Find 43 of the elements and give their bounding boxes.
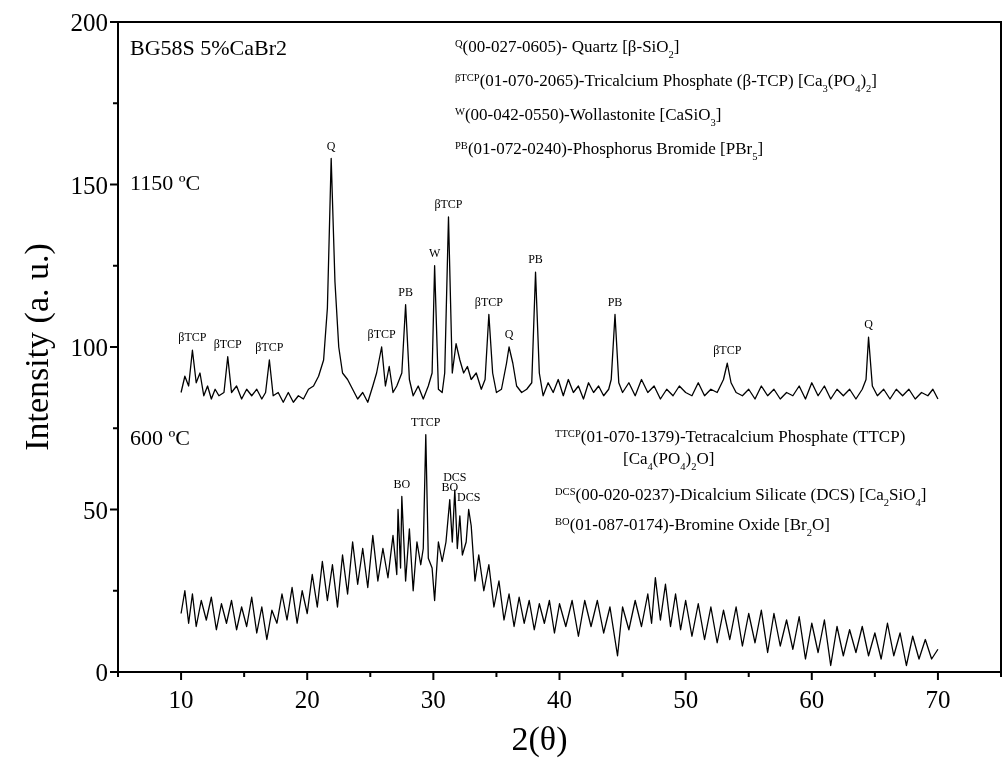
annotation: Q (504, 327, 514, 341)
x-tick-label: 50 (673, 686, 699, 713)
y-tick-label: 0 (95, 659, 108, 686)
annotation: Q (864, 317, 874, 332)
annotation: $^{W}$(00-042-0550)-Wollastonite [CaSiO$_{3}$] (455, 105, 722, 128)
y-tick-label: 50 (83, 496, 108, 524)
annotation: BG58S 5%CaBr2 (130, 35, 288, 60)
y-axis-title: Intensity (a. u.) (18, 243, 56, 451)
annotation: βTCP (713, 343, 742, 358)
annotation: DCS (443, 470, 467, 484)
annotation: PB (528, 252, 543, 267)
x-tick-label: 30 (420, 686, 446, 713)
annotation: $^{DCS}$(00-020-0237)-Dicalcium Silicate (DCS) [Ca$_{2}$SiO$_{4}$] (555, 485, 927, 508)
x-tick-label: 60 (799, 686, 825, 713)
annotation: BO (393, 476, 411, 491)
y-tick-label: 200 (70, 9, 108, 36)
annotation: DCS (457, 489, 481, 504)
annotation: βTCP (213, 336, 243, 351)
annotation: 600 ºC (130, 425, 190, 450)
annotation: W (428, 245, 441, 260)
x-tick-label: 70 (925, 686, 951, 713)
x-tick-label: 20 (294, 686, 320, 713)
annotation: $^{BO}$(01-087-0174)-Bromine Oxide [Br$_{2}$O] (555, 515, 830, 538)
annotation: Q (326, 138, 336, 153)
annotation: $^{PB}$(01-072-0240)-Phosphorus Bromide [PBr$_{5}$] (455, 139, 764, 162)
annotation: βTCP (367, 327, 397, 341)
annotation: βTCP (434, 197, 463, 211)
annotation: PB (607, 294, 623, 309)
annotation: $^{Q}$(00-027-0605)- Quartz [β-SiO$_{2}$] (455, 37, 680, 60)
annotation: PB (398, 284, 413, 299)
annotation: $^{TTCP}$(01-070-1379)-Tetracalcium Phosphate (TTCP) (555, 427, 906, 446)
x-axis-title: 2(θ) (511, 720, 568, 758)
annotation: βTCP (178, 330, 207, 345)
annotation: TTCP (411, 414, 441, 429)
annotation: βTCP (255, 340, 284, 354)
x-tick-label: 40 (547, 686, 572, 713)
y-tick-label: 100 (70, 334, 108, 361)
annotation: 1150 ºC (130, 170, 201, 195)
annotation: [Ca$_{4}$(PO$_{4}$)$_{2}$O] (623, 449, 715, 472)
annotation: $^{βTCP}$(01-070-2065)-Tricalcium Phosphate (β-TCP) [Ca$_{3}$(PO$_{4}$)$_{2}$] (455, 71, 878, 94)
annotation: βTCP (474, 294, 504, 309)
y-tick-label: 150 (70, 171, 108, 199)
x-tick-label: 10 (168, 686, 194, 713)
